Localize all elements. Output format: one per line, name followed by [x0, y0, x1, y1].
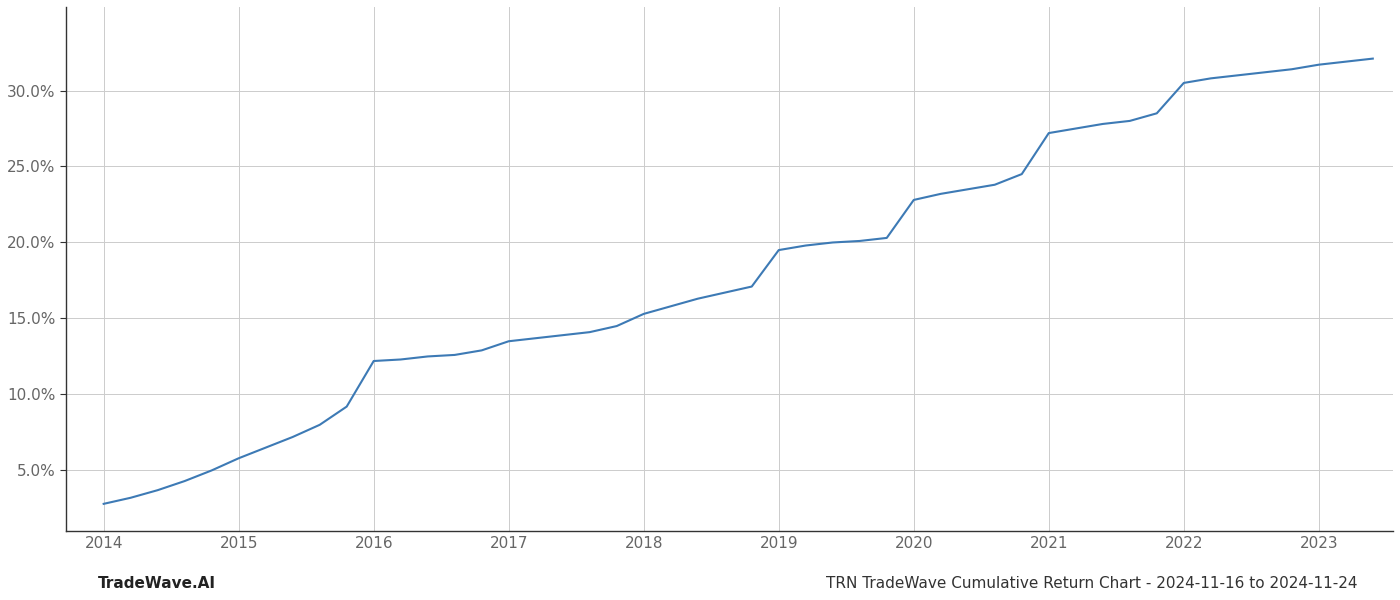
Text: TRN TradeWave Cumulative Return Chart - 2024-11-16 to 2024-11-24: TRN TradeWave Cumulative Return Chart - … [826, 576, 1358, 591]
Text: TradeWave.AI: TradeWave.AI [98, 576, 216, 591]
